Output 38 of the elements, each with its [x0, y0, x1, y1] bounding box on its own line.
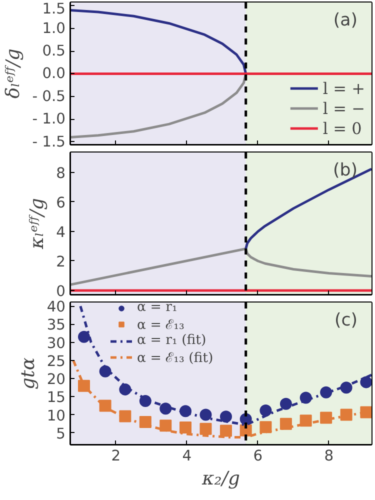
y-tick-label: 40 — [46, 298, 66, 316]
y-tick-label: - 1.5 — [32, 133, 66, 150]
y-tick-label: 4 — [56, 224, 66, 241]
legend-label: α = ℰ₁₃ (fit) — [137, 350, 214, 366]
legend-label: α = r₁ — [137, 301, 178, 315]
y-tick-label: 5 — [56, 425, 66, 442]
y-tick-label: 25 — [46, 352, 66, 370]
x-tick-label: 6 — [253, 448, 263, 464]
y-axis-title: κₗᵉᶠᶠ/g — [27, 198, 48, 250]
annotation: (a) — [333, 10, 358, 30]
y-tick-label: 8 — [56, 164, 66, 182]
y-tick-label: 20 — [46, 371, 66, 388]
y-axis-title: δₗᵉᶠᶠ/g — [3, 48, 24, 98]
y-tick-label: 2 — [56, 253, 66, 270]
text: 0.0 — [42, 65, 66, 82]
y-tick-label: 15 — [46, 389, 66, 406]
text: 1.0 — [42, 20, 66, 37]
legend-label: α = r₁ (fit) — [137, 333, 206, 348]
annotation: (c) — [334, 310, 358, 330]
legend-label: l = + — [322, 78, 365, 98]
y-tick-label: - 0.5 — [32, 88, 66, 105]
y-tick-label: 10 — [46, 407, 66, 424]
x-tick-label: 8 — [324, 448, 334, 464]
y-tick-label: 6 — [56, 194, 66, 212]
y-tick-label: 30 — [46, 334, 66, 352]
annotation: (b) — [332, 160, 358, 180]
x-tick-label: 4 — [182, 448, 192, 464]
x-tick-label: 2 — [111, 448, 121, 464]
x-axis-title: κ₂/g — [201, 468, 240, 490]
text: 1.5 — [42, 0, 66, 18]
y-tick-label: 0 — [56, 283, 66, 300]
legend-label: l = 0 — [322, 118, 362, 138]
legend-label: l = − — [322, 98, 365, 118]
y-tick-label: 35 — [46, 316, 66, 334]
y-axis-title: gtα — [18, 357, 39, 390]
legend-label: α = ℰ₁₃ — [137, 317, 184, 333]
y-tick-label: - 1.0 — [32, 110, 66, 128]
text: 0.5 — [42, 42, 66, 60]
